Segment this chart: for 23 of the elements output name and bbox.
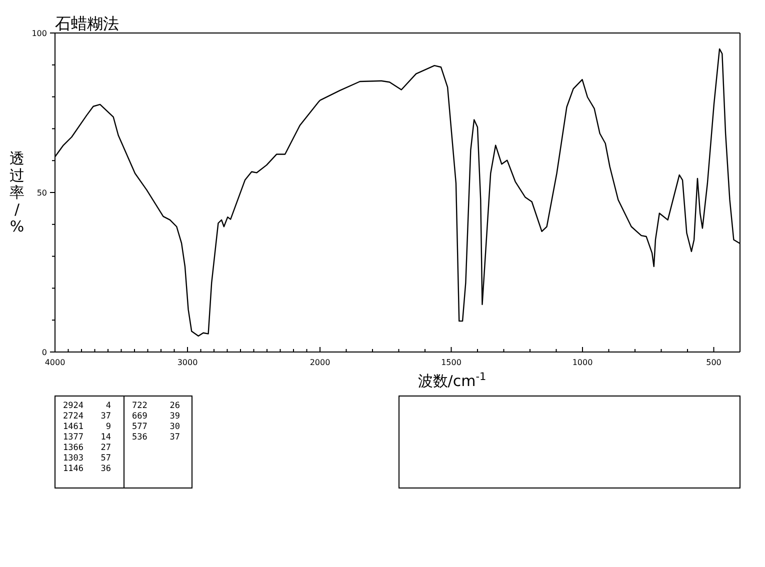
x-tick-label: 1000 (572, 358, 593, 367)
x-tick-label: 500 (706, 358, 722, 367)
text: 2724 37 (63, 412, 111, 422)
y-tick-label: 0 (42, 348, 47, 357)
y-axis-title: 透过率/% (10, 150, 24, 236)
text: 2924 4 (63, 401, 111, 411)
text: 669 39 (132, 412, 180, 422)
text: 1146 36 (63, 464, 111, 474)
x-tick-label: 4000 (44, 358, 66, 367)
text: 1377 14 (63, 432, 111, 442)
x-tick-label: 1500 (441, 358, 462, 367)
text: 577 30 (132, 422, 180, 432)
x-tick-label: 3000 (177, 358, 198, 367)
text: 1461 9 (63, 422, 111, 432)
x-axis-title: 波数/cm$^{-1}$ (418, 371, 486, 390)
y-tick-label: 50 (36, 188, 47, 198)
y-tick-label: 100 (32, 29, 47, 38)
text: 1366 27 (63, 443, 111, 453)
text: 536 37 (132, 432, 180, 442)
text: 722 26 (132, 401, 180, 411)
chart-title: 石蜡糊法 (55, 14, 119, 33)
x-tick-label: 2000 (310, 358, 330, 367)
text: 1303 57 (63, 454, 111, 464)
